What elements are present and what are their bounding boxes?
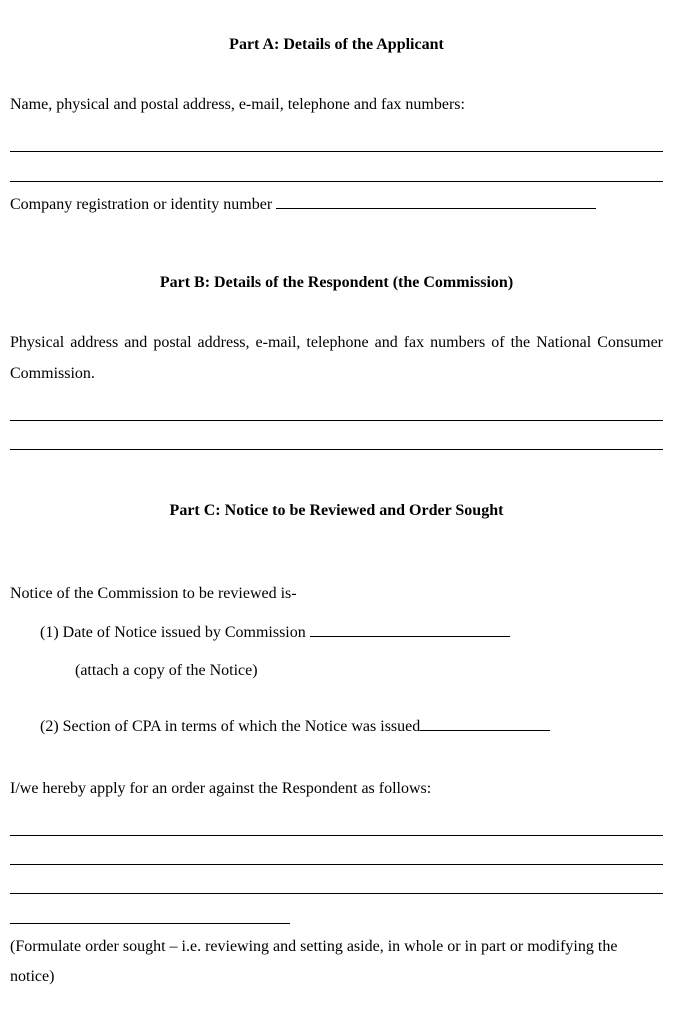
applicant-line-1[interactable] bbox=[10, 129, 663, 152]
part-b-heading: Part B: Details of the Respondent (the C… bbox=[10, 268, 663, 298]
order-line-1[interactable] bbox=[10, 812, 663, 835]
order-line-2[interactable] bbox=[10, 842, 663, 865]
item-1-label: (1) Date of Notice issued by Commission bbox=[40, 624, 310, 641]
order-line-3[interactable] bbox=[10, 871, 663, 894]
section-cpa-blank[interactable] bbox=[420, 730, 550, 731]
applicant-line-2[interactable] bbox=[10, 158, 663, 181]
company-reg-label: Company registration or identity number bbox=[10, 196, 276, 213]
part-a-heading: Part A: Details of the Applicant bbox=[10, 30, 663, 60]
item-2-row: (2) Section of CPA in terms of which the… bbox=[40, 712, 663, 742]
apply-order-label: I/we hereby apply for an order against t… bbox=[10, 774, 663, 804]
respondent-details-label: Physical address and postal address, e-m… bbox=[10, 328, 663, 389]
part-c-heading: Part C: Notice to be Reviewed and Order … bbox=[10, 496, 663, 526]
date-of-notice-blank[interactable] bbox=[310, 636, 510, 637]
item-2-label: (2) Section of CPA in terms of which the… bbox=[40, 718, 420, 735]
company-reg-row: Company registration or identity number bbox=[10, 190, 663, 220]
item-1-sub: (attach a copy of the Notice) bbox=[75, 656, 663, 686]
company-reg-blank[interactable] bbox=[276, 208, 596, 209]
order-line-4[interactable] bbox=[10, 900, 290, 923]
respondent-line-1[interactable] bbox=[10, 397, 663, 420]
notice-intro: Notice of the Commission to be reviewed … bbox=[10, 579, 663, 609]
applicant-details-label: Name, physical and postal address, e-mai… bbox=[10, 90, 663, 120]
formulate-note: (Formulate order sought – i.e. reviewing… bbox=[10, 932, 663, 993]
respondent-line-2[interactable] bbox=[10, 427, 663, 450]
item-1-row: (1) Date of Notice issued by Commission bbox=[40, 618, 663, 648]
